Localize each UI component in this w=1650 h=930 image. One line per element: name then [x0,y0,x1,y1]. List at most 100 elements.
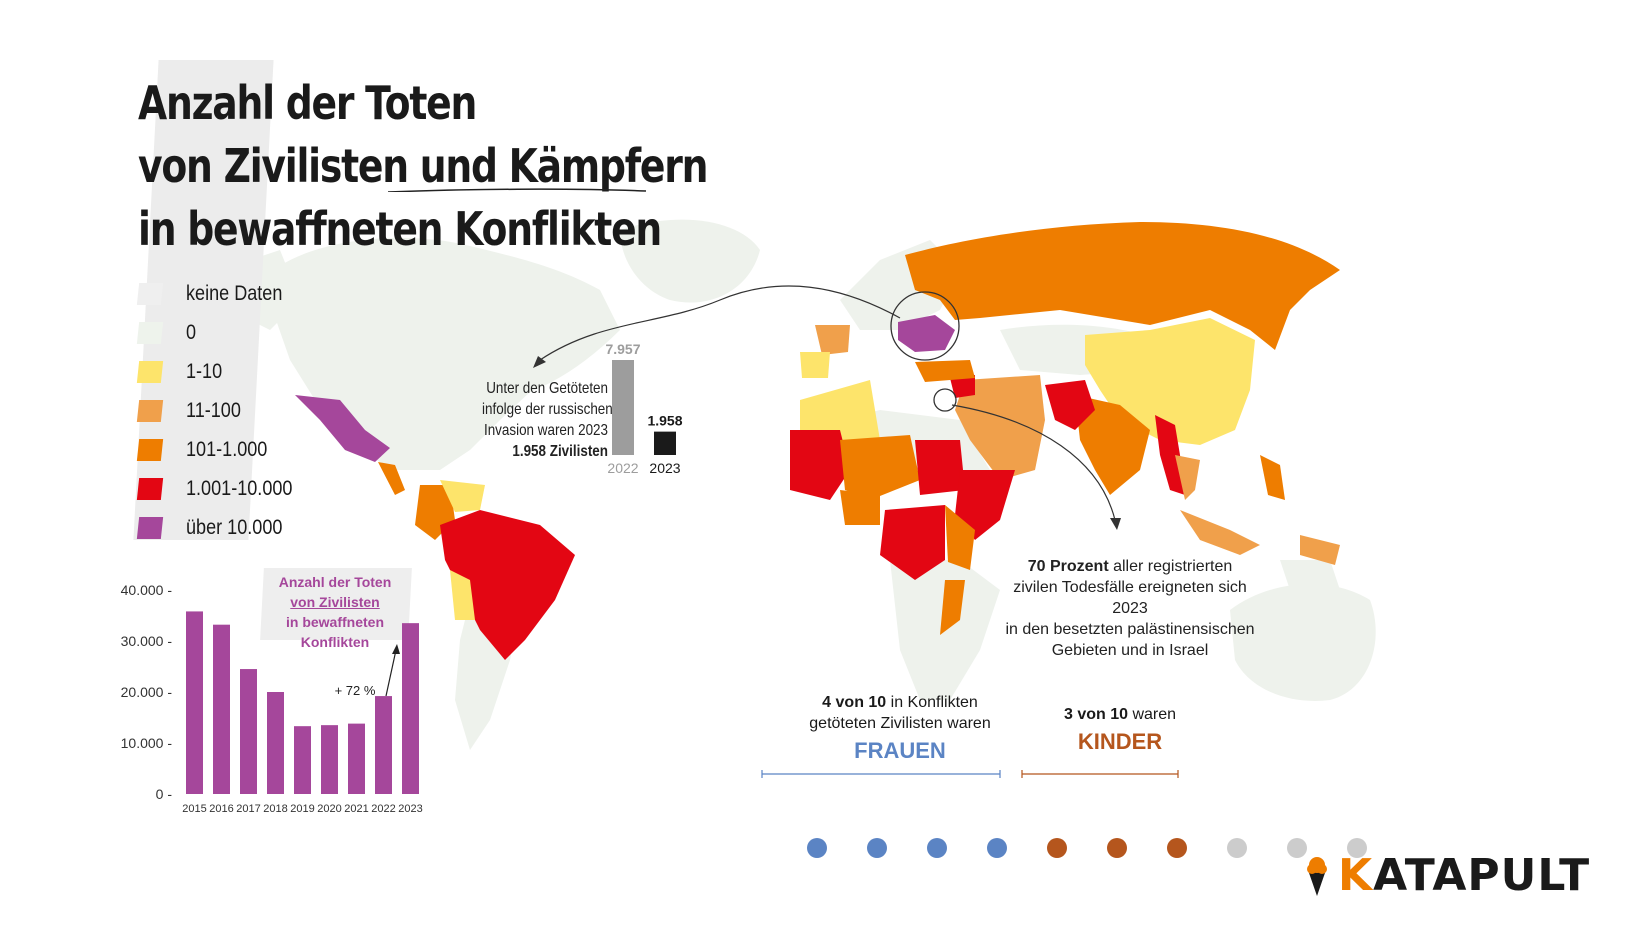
growth-arrowhead [392,644,400,654]
brand-initial: K [1338,850,1374,901]
ukraine-bar-chart: 7.957 2022 1.958 2023 [605,341,682,476]
palestine-highlight-circle [933,388,957,412]
legend-label: 0 [186,320,197,344]
women-label: FRAUEN [854,738,946,763]
palestine-callout-line [951,404,1116,521]
brazil-region [440,510,575,660]
legend-item: 1.001-10.000 [136,469,310,508]
share-dot-other [1287,838,1307,858]
land-australia [1230,583,1376,701]
russia-region [905,222,1340,350]
share-dot-women [987,838,1007,858]
y-tick-label: 40.000 - [121,582,173,598]
nigeria-region [840,490,880,525]
sudan-region [915,440,965,495]
legend-swatch [136,399,164,422]
legend-item: 11-100 [136,391,310,430]
y-tick-label: 0 - [156,786,173,802]
x-tick-label: 2020 [317,803,341,815]
palestine-note-line-2: zivilen Todesfälle ereigneten sich 2023 [1013,579,1247,617]
palestine-note-line-3: in den besetzten palästinensischen [1005,621,1255,638]
indonesia-region [1180,510,1260,555]
bar-2017 [240,669,257,794]
sahel-central-region [840,435,920,500]
brand-rest: ATAPULT [1373,850,1591,901]
share-dot-other [1347,838,1367,858]
palestine-note-line-4: Gebieten und in Israel [1051,642,1209,659]
children-bracket [1021,770,1179,778]
palestine-note: 70 Prozent aller registrierten zivilen T… [1005,556,1255,661]
map-legend: keine Daten 0 1-10 11-100 101-1.000 1.001-10.… [136,274,310,547]
peru-region [450,570,475,620]
bar-2021 [348,723,365,794]
share-dot-children [1047,838,1067,858]
legend-label: 101-1.000 [186,437,268,461]
title-line-2: von Zivilisten und Kämpfern [138,139,709,193]
civilian-deaths-chart: 0 -10.000 -20.000 -30.000 -40.000 -2015 2… [121,582,423,815]
india-region [1075,395,1150,495]
legend-item: 101-1.000 [136,430,310,469]
x-tick-label: 2021 [344,803,368,815]
bar-2019 [294,726,311,794]
ukraine-callout-arrowhead [533,356,546,368]
legend-label: über 10.000 [186,515,283,539]
conflict-countries [295,222,1340,660]
land-north-america [262,237,620,470]
ukraine-bar-year-2022: 2022 [607,460,638,476]
central-america-region [378,462,405,495]
share-dot-other [1227,838,1247,858]
ukraine-note-line-3: Invasion waren 2023 [483,422,608,439]
chart-title-line-3: in bewaffneten Konflikten [285,614,384,650]
ukraine-callout-line [539,285,901,361]
title-line-1: Anzahl der Toten [138,76,477,130]
no-data-land [220,219,1376,750]
bar-2020 [321,725,338,794]
women-share-line-2: getöteten Zivilisten waren [809,715,991,732]
ukraine-region [898,315,955,352]
women-share: 4 von 10 in Konflikten getöteten Zivilis… [790,692,1010,763]
katapult-logo: KATAPULT [1302,850,1590,901]
palestine-note-bold: 70 Prozent [1027,558,1109,575]
congo-region [880,505,945,580]
chart-title-line-2: von Zivilisten [290,594,380,610]
legend-swatch [136,516,164,539]
turkey-region [915,360,975,382]
mozambique-region [940,580,965,635]
bar-2018 [267,692,284,794]
legend-swatch [136,438,164,461]
share-brackets [761,770,1179,778]
thailand-region [1175,455,1200,500]
legend-label: 1.001-10.000 [186,476,293,500]
mexico-region [295,395,390,462]
ukraine-bar-2023 [654,431,676,455]
venezuela-region [440,480,485,512]
growth-annotation: + 72 % [335,683,376,698]
x-tick-label: 2018 [263,803,287,815]
ukraine-bar-2022 [612,360,634,455]
ukraine-bar-value-2023: 1.958 [647,413,682,429]
syria-iraq-region [950,375,975,398]
women-bracket [761,770,1001,778]
ice-cream-icon [1307,856,1327,896]
sahel-west-region [790,430,850,500]
legend-swatch [136,477,164,500]
ukraine-note-line-1: Unter den Getöteten [486,380,608,397]
bar-2016 [213,624,230,794]
share-dot-women [927,838,947,858]
bar-2023 [402,623,419,794]
legend-item: 0 [136,313,310,352]
ukraine-note-line-4: 1.958 Zivilisten [512,443,608,460]
legend-item: keine Daten [136,274,310,313]
myanmar-region [1155,415,1185,495]
france-region [815,325,850,355]
y-tick-label: 20.000 - [121,684,173,700]
women-share-bold: 4 von 10 [822,694,887,711]
legend-label: 11-100 [186,398,241,422]
papua-region [1300,535,1340,565]
y-tick-label: 10.000 - [121,735,173,751]
chart-title-line-1: Anzahl der Toten [278,574,392,590]
y-tick-label: 30.000 - [121,633,173,649]
ethiopia-somalia-region [955,470,1015,540]
children-label: KINDER [1077,729,1163,754]
title-underline [388,188,647,192]
